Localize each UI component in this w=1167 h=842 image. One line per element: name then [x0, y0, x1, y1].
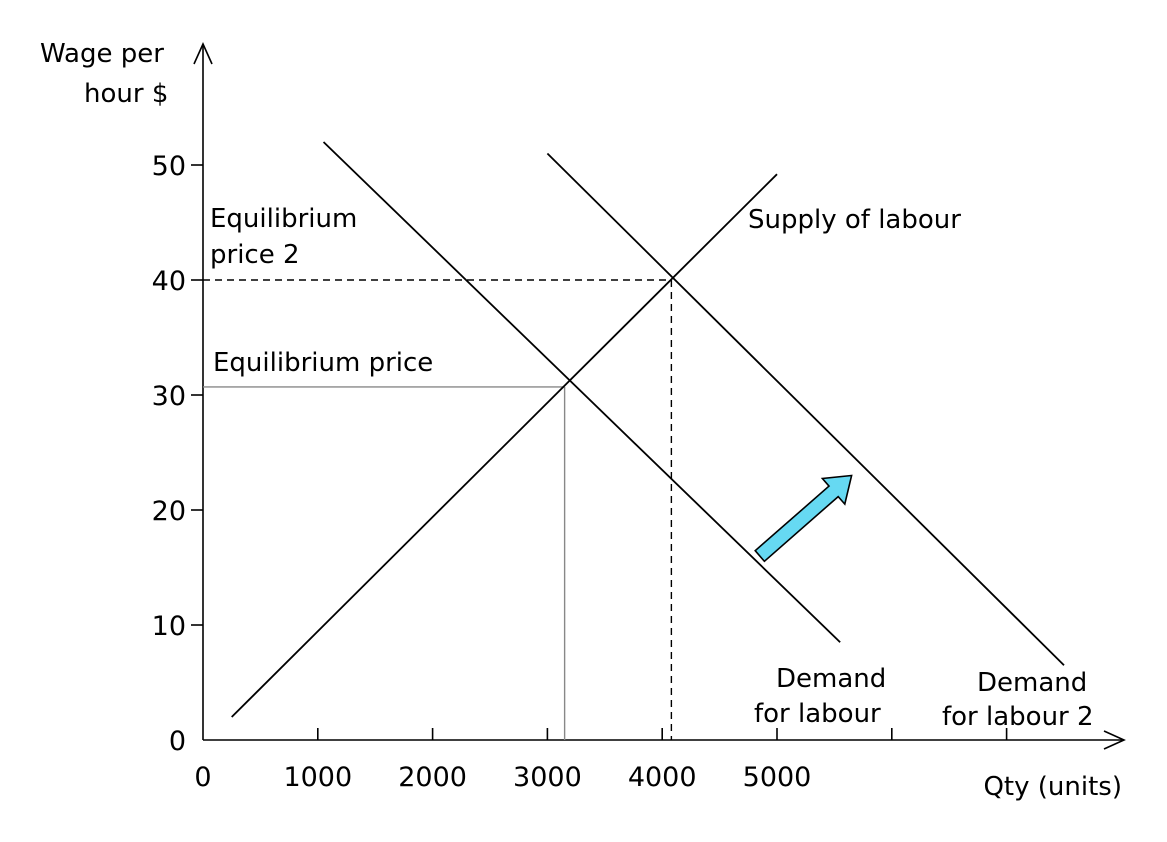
y-tick-label: 40	[152, 266, 186, 297]
y-tick-label: 20	[152, 496, 186, 527]
x-tick-label: 4000	[628, 762, 697, 793]
equilibrium-price-label: Equilibrium price	[213, 348, 433, 378]
demand-for-labour-label-line-2: for labour	[754, 699, 881, 729]
x-tick-label: 1000	[283, 762, 352, 793]
equilibrium-price-2-label-line-1: Equilibrium	[210, 204, 357, 234]
x-ticks: 0 1000 2000 3000 4000 5000	[194, 728, 1008, 793]
y-ticks: 0 10 20 30 40 50	[152, 151, 203, 757]
equilibrium-price-2-label-line-2: price 2	[210, 240, 300, 270]
demand-for-labour-2-label-line-1: Demand	[977, 668, 1087, 698]
x-tick-label: 3000	[513, 762, 582, 793]
demand-for-labour-2-label-line-2: for labour 2	[942, 702, 1094, 732]
x-tick-label: 5000	[743, 762, 812, 793]
equilibrium-reference-lines	[203, 279, 673, 740]
y-tick-label: 50	[152, 151, 186, 182]
axes: 0 1000 2000 3000 4000 5000 0 10 20 30 40 50	[152, 42, 1126, 793]
demand-for-labour-2-curve	[546, 152, 1065, 666]
curves	[231, 141, 1065, 718]
y-tick-label: 10	[152, 611, 186, 642]
y-tick-label: 0	[169, 726, 186, 757]
y-tick-label: 30	[152, 381, 186, 412]
y-axis-label-line-1: Wage per	[40, 39, 164, 69]
x-axis-arrowhead	[1103, 730, 1126, 750]
x-tick-label: 2000	[398, 762, 467, 793]
supply-of-labour-curve	[231, 173, 778, 718]
x-axis-label: Qty (units)	[983, 772, 1122, 802]
demand-for-labour-label-line-1: Demand	[776, 664, 886, 694]
x-tick-label: 0	[194, 762, 211, 793]
demand-shift-arrow-icon	[754, 474, 853, 563]
supply-of-labour-label: Supply of labour	[748, 205, 961, 235]
demand-for-labour-curve	[322, 141, 841, 643]
y-axis-arrowhead	[193, 42, 213, 65]
y-axis-label-line-2: hour $	[84, 79, 168, 109]
